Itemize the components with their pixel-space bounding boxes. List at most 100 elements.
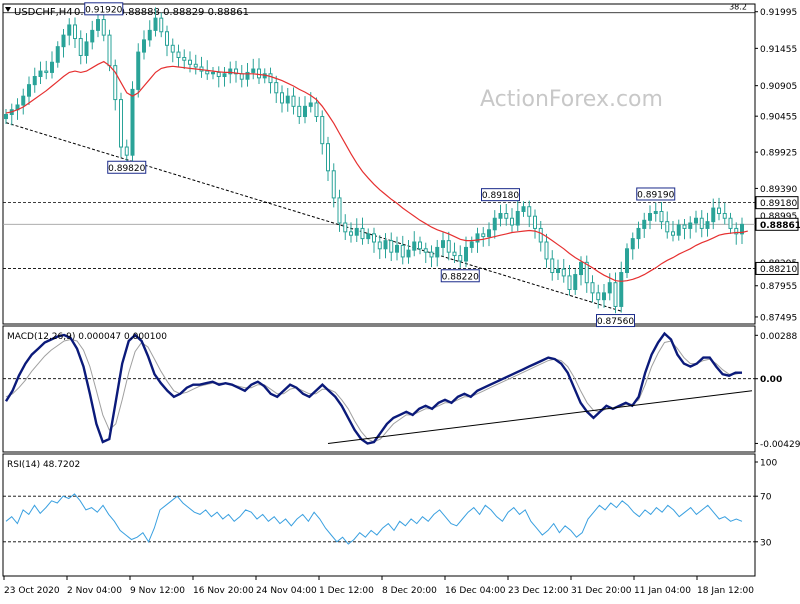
rsi-layer: RSI(14) 48.7202 100 70 30 [3,459,777,548]
price-annotation: 0.91920 [84,2,124,16]
candle [142,30,146,60]
candle [544,233,549,268]
candle-body [492,217,497,231]
candle-body [107,34,112,67]
candle [630,232,635,260]
candle [613,272,618,314]
candle-body [625,248,629,274]
candle-body [682,224,687,229]
candle-body [653,210,658,215]
candle [182,49,187,70]
candle [291,87,296,115]
candle [515,200,520,232]
candle [257,58,261,84]
price-tag: 0.88861 [755,217,800,231]
price-tick-label: 0.90455 [760,113,797,123]
candle-body [515,210,520,226]
candle [676,219,681,241]
candle-body [130,88,135,156]
candle-body [205,70,210,75]
candle [193,54,198,75]
price-tick-label: 0.87495 [760,313,797,323]
annotation-text: 0.89180 [482,191,519,201]
candle [435,239,440,267]
candle [280,85,284,113]
time-tick-label: 16 Nov 20:00 [193,586,254,596]
price-tag-text: 0.88210 [760,265,797,275]
candle [326,136,330,181]
price-tag: 0.88210 [755,261,799,275]
candle-body [90,29,95,43]
candle-body [96,19,100,31]
candle-body [136,51,141,90]
candle [734,222,739,245]
header-arrow-icon [5,7,11,12]
candle [176,44,181,68]
candle-body [55,46,60,63]
fib-label: 38.2 [729,3,747,12]
candle-body [228,68,233,75]
candle-body [544,241,549,260]
candle-body [619,272,624,307]
candle [61,29,66,58]
candle [464,236,468,268]
candle [21,88,26,115]
candle [38,61,43,84]
price-annotation: 0.89820 [107,160,147,174]
candle [538,220,543,252]
macd-trendline [327,390,753,444]
candle [216,66,221,88]
time-tick-label: 11 Jan 04:00 [634,586,691,596]
candle [533,209,537,239]
candle [274,75,279,103]
candle [561,258,566,283]
candle [406,239,411,264]
candle [153,7,158,37]
candle [383,233,388,259]
candle [722,202,727,225]
candle [44,60,49,80]
candle-body [274,82,279,94]
rsi-label: RSI(14) 48.7202 [7,460,80,470]
candle-body [245,71,250,80]
candle [84,33,89,64]
candle-body [124,146,129,156]
candle [487,222,491,247]
candle [389,232,394,261]
price-annotation: 0.87560 [596,314,635,328]
candle-body [32,76,37,86]
price-tick-label: 0.87955 [760,282,797,292]
candle-body [21,95,26,106]
candle [705,212,710,237]
candle [584,255,589,293]
candle [671,220,675,242]
support-trendline [5,122,622,312]
annotation-box [84,2,124,16]
candle [130,81,135,164]
candle [78,30,83,65]
candle [636,221,641,249]
candle [50,51,54,79]
time-tick-label: 24 Nov 04:00 [256,586,317,596]
candle [567,265,572,296]
candle [412,231,417,257]
candle [136,43,141,98]
macd-tick-label: 0.00288 [760,332,797,342]
candle-body [251,68,256,73]
annotation-box [596,314,635,328]
candle-body [44,70,49,73]
candle-body [475,233,480,243]
candle [400,235,405,265]
candle [331,163,336,208]
candle-body [550,258,555,274]
candle-body [343,222,348,233]
candle-body [688,222,693,229]
candle [55,41,60,68]
candle [113,59,118,111]
price-tag-box [755,261,799,275]
candle-body [579,261,583,276]
candle-body [699,217,704,229]
annotation-box [636,187,676,201]
candle-body [326,143,330,172]
candle-body [400,244,405,258]
